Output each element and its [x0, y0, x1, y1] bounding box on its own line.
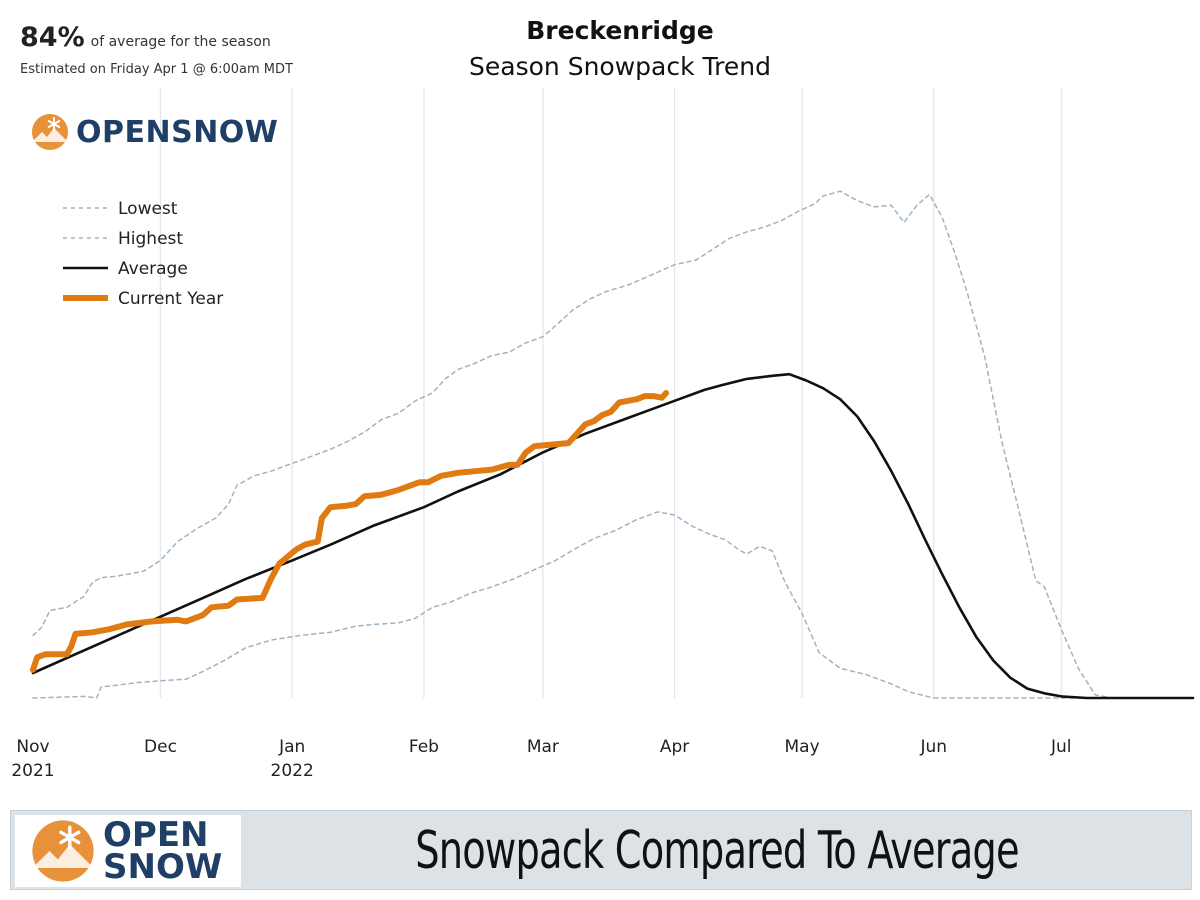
legend-label: Lowest	[118, 199, 178, 219]
x-tick-label: Mar	[527, 737, 559, 757]
series-lowest	[32, 511, 1194, 699]
estimated-timestamp: Estimated on Friday Apr 1 @ 6:00am MDT	[20, 62, 293, 77]
banner-logo[interactable]: OPEN SNOW	[15, 815, 241, 887]
banner-heading: Snowpack Compared To Average	[415, 821, 1019, 881]
logo-wordmark: OPENSNOW	[76, 115, 278, 150]
series-average	[31, 372, 1195, 700]
x-tick-label: Dec	[144, 737, 177, 757]
banner-logo-wordmark: OPEN SNOW	[103, 815, 223, 887]
chart-subtitle: Season Snowpack Trend	[469, 52, 771, 81]
percent-caption: of average for the season	[90, 34, 271, 50]
snowpack-chart: Nov 2021 Dec Jan 2022 Feb Mar Apr May Jun Jul Lowe…	[11, 88, 1195, 781]
banner-logo-line2: SNOW	[103, 847, 223, 887]
series-highest	[32, 190, 1194, 699]
percent-value: 84%	[20, 22, 85, 53]
chart-x-ticks: Nov 2021 Dec Jan 2022 Feb Mar Apr May Jun Jul	[11, 737, 1071, 781]
snowflake-mountain-icon	[32, 820, 94, 882]
x-tick-label: May	[785, 737, 820, 757]
banner-logo-line1: OPEN	[103, 815, 209, 855]
series-current-year	[30, 390, 670, 673]
opensnow-logo[interactable]: OPENSNOW	[30, 112, 278, 152]
legend-label: Current Year	[118, 289, 223, 309]
x-tick-label: Nov	[16, 737, 49, 757]
x-tick-label: Jul	[1050, 737, 1072, 757]
bottom-banner: OPEN SNOW Snowpack Compared To Average	[10, 810, 1192, 890]
chart-legend: Lowest Highest Average Current Year	[63, 199, 223, 309]
logo-open: OPEN	[76, 114, 172, 150]
snowflake-mountain-icon	[32, 114, 68, 150]
season-percent: 84% of average for the season	[20, 22, 271, 53]
chart-gridlines	[159, 88, 1062, 698]
x-tick-year: 2021	[11, 761, 54, 781]
chart-series	[30, 190, 1195, 700]
x-tick-label: Jun	[920, 737, 948, 757]
legend-label: Highest	[118, 229, 183, 249]
logo-snow: SNOW	[171, 114, 279, 150]
x-tick-label: Jan	[278, 737, 305, 757]
legend-label: Average	[118, 259, 188, 279]
chart-title: Breckenridge	[526, 16, 714, 45]
x-tick-label: Feb	[409, 737, 439, 757]
x-tick-label: Apr	[660, 737, 689, 757]
x-tick-year: 2022	[271, 761, 314, 781]
